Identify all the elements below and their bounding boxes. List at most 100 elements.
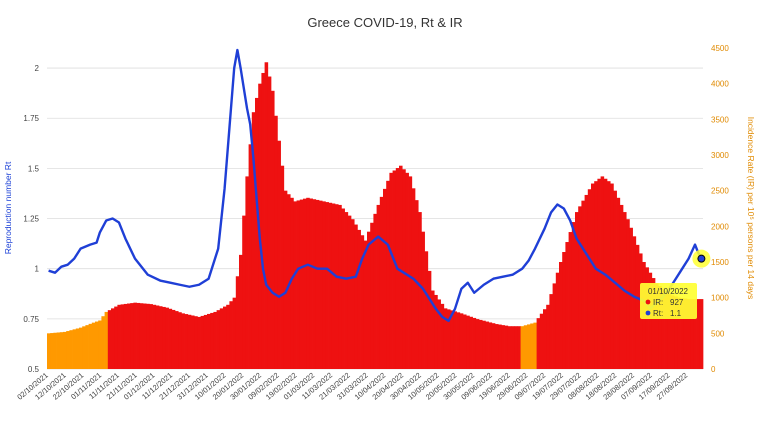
ir-bar (130, 303, 134, 369)
ir-bar (584, 194, 589, 369)
right-tick-label: 0 (711, 365, 716, 374)
tooltip-rt-value: 1.1 (670, 309, 682, 318)
ir-bar (114, 306, 118, 369)
left-tick-label: 1.25 (23, 215, 39, 224)
left-tick-label: 1.5 (28, 164, 40, 173)
ir-bar (181, 313, 185, 369)
ir-bar (277, 140, 281, 369)
ir-bar (242, 215, 246, 369)
ir-bar (450, 310, 454, 369)
ir-bar (146, 303, 150, 369)
ir-bar (491, 323, 496, 369)
ir-bar (335, 204, 339, 369)
ir-bar (632, 236, 637, 369)
tooltip-rt-label: Rt: (653, 309, 663, 318)
ir-bar (578, 206, 582, 369)
ir-bar (213, 311, 217, 369)
ir-bar (495, 324, 499, 369)
ir-bar (287, 194, 291, 369)
ir-bar (607, 181, 611, 369)
ir-bar (127, 303, 131, 369)
ir-bar (354, 224, 358, 369)
ir-bar (351, 219, 355, 369)
ir-bar (248, 144, 253, 369)
ir-bar (594, 181, 598, 369)
ir-bar (159, 306, 163, 369)
ir-bar (571, 222, 576, 369)
ir-bar (194, 316, 198, 369)
ir-bar (175, 311, 179, 369)
ir-bar (53, 332, 57, 369)
ir-bar (597, 178, 601, 369)
ir-bar (255, 97, 259, 370)
ir-bar (674, 296, 678, 369)
ir-bar (251, 112, 256, 369)
ir-bar (152, 304, 157, 369)
ir-bar (79, 327, 83, 369)
tooltip-rt-marker (645, 310, 651, 316)
ir-bar (475, 319, 480, 369)
ir-bar (47, 333, 51, 369)
ir-bar (459, 313, 464, 369)
ir-bar (587, 189, 592, 369)
ir-bar (111, 308, 115, 369)
ir-bar (223, 306, 227, 369)
tooltip-box (640, 283, 697, 319)
ir-bar (338, 204, 342, 369)
ir-bar (123, 303, 128, 369)
ir-bar (408, 176, 413, 369)
ir-bar (133, 302, 137, 369)
ir-bar (536, 318, 541, 369)
tooltip: 01/10/2022 IR: 927 Rt: 1.1 (640, 283, 697, 319)
ir-bar (91, 322, 96, 369)
ir-bar (187, 314, 192, 369)
tooltip-ir-label: IR: (653, 298, 663, 307)
ir-bar (203, 314, 208, 369)
ir-bar (680, 298, 685, 369)
ir-bar (271, 90, 275, 370)
ir-bar (69, 330, 73, 369)
ir-bar (216, 310, 221, 369)
ir-bar (293, 201, 297, 369)
ir-bar (315, 199, 320, 369)
ir-bar (482, 320, 486, 369)
ir-bar (434, 294, 438, 369)
ir-bar (82, 326, 86, 369)
ir-bar (245, 176, 249, 369)
ir-bar (488, 322, 493, 369)
ir-bar (539, 313, 544, 369)
left-tick-label: 2 (35, 64, 40, 73)
ir-bar (341, 208, 345, 369)
ir-bar (530, 323, 534, 369)
ir-bar (447, 309, 451, 369)
left-axis-ticks: 0.5 0.75 1 1.25 1.5 1.75 2 (23, 64, 39, 374)
ir-bar (552, 283, 557, 369)
ir-bar (437, 299, 441, 369)
ir-bar (527, 324, 531, 369)
tooltip-ir-marker (645, 299, 651, 305)
ir-bar (546, 304, 550, 369)
ir-bar (581, 200, 585, 369)
ir-bar (235, 276, 240, 369)
tooltip-date: 01/10/2022 (648, 287, 689, 296)
ir-bar (677, 297, 681, 369)
ir-bar (75, 328, 80, 369)
ir-bar (373, 213, 377, 369)
ir-bar (651, 278, 656, 369)
ir-bar (479, 319, 483, 369)
ir-bar (683, 298, 688, 369)
ir-bar (261, 72, 265, 369)
ir-bar (328, 202, 333, 369)
ir-bar (610, 183, 614, 369)
ir-bar (517, 326, 521, 369)
ir-bar (667, 294, 672, 369)
ir-bars (47, 62, 704, 370)
right-tick-label: 3500 (711, 115, 729, 124)
ir-bar (520, 326, 525, 369)
ir-bar (533, 322, 537, 369)
right-axis-title: Incidence Rate (IR) per 10⁵ persons per … (746, 117, 756, 300)
ir-bar (191, 315, 195, 369)
ir-bar (303, 198, 307, 369)
ir-bar (290, 197, 294, 369)
ir-bar (415, 200, 419, 369)
